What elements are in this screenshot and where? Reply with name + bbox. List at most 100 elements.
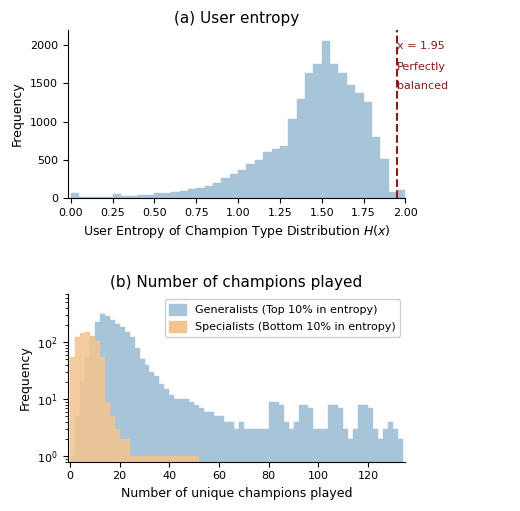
Bar [239, 422, 244, 511]
Bar [288, 119, 296, 198]
Bar [188, 190, 196, 198]
Bar [347, 85, 355, 198]
Bar [383, 429, 388, 511]
Bar [244, 429, 249, 511]
Bar [105, 402, 110, 511]
Bar [314, 64, 322, 198]
Bar [115, 323, 120, 511]
Bar [289, 429, 294, 511]
Bar [254, 429, 259, 511]
Bar [129, 456, 135, 511]
Bar [70, 357, 75, 511]
Bar [71, 193, 79, 198]
Bar [96, 197, 105, 198]
Bar [80, 333, 85, 511]
Bar [75, 416, 80, 511]
Bar [80, 382, 85, 511]
Bar [213, 182, 222, 198]
Bar [105, 316, 110, 511]
Bar [139, 359, 145, 511]
Text: x = 1.95: x = 1.95 [397, 41, 445, 52]
Bar [363, 102, 372, 198]
Bar [339, 408, 343, 511]
Bar [393, 429, 398, 511]
Bar [279, 405, 283, 511]
Bar [115, 429, 120, 511]
Bar [380, 159, 388, 198]
Bar [318, 429, 323, 511]
Bar [229, 422, 234, 511]
Bar [125, 439, 129, 511]
Bar [184, 456, 189, 511]
Bar [222, 178, 230, 198]
Bar [398, 439, 403, 511]
Bar [263, 152, 271, 198]
Bar [170, 394, 174, 511]
Bar [120, 439, 125, 511]
Bar [145, 365, 149, 511]
Bar [110, 320, 115, 511]
Bar [246, 165, 255, 198]
Bar [95, 322, 100, 511]
Bar [171, 192, 179, 198]
Bar [179, 456, 184, 511]
Bar [322, 41, 330, 198]
Bar [343, 429, 348, 511]
Bar [146, 195, 154, 198]
Bar [135, 456, 139, 511]
Bar [85, 332, 90, 511]
Bar [160, 384, 164, 511]
Bar [139, 456, 145, 511]
Bar [145, 456, 149, 511]
Bar [194, 405, 199, 511]
Bar [110, 416, 115, 511]
Bar [269, 402, 274, 511]
Bar [214, 416, 219, 511]
Bar [100, 314, 105, 511]
Bar [125, 332, 129, 511]
Bar [259, 429, 264, 511]
Bar [219, 416, 224, 511]
Bar [339, 73, 347, 198]
Y-axis label: Frequency: Frequency [19, 345, 32, 410]
Bar [79, 197, 87, 198]
Bar [87, 197, 96, 198]
Bar [397, 190, 405, 198]
Bar [314, 429, 318, 511]
Bar [283, 422, 289, 511]
Bar [199, 408, 204, 511]
Bar [164, 456, 170, 511]
Bar [70, 456, 75, 511]
Bar [238, 170, 246, 198]
Bar [305, 73, 314, 198]
Bar [271, 149, 280, 198]
Bar [194, 456, 199, 511]
Bar [333, 405, 339, 511]
Bar [149, 372, 154, 511]
Bar [388, 192, 397, 198]
Title: (a) User entropy: (a) User entropy [174, 11, 299, 26]
Bar [184, 399, 189, 511]
Bar [113, 194, 121, 198]
Bar [304, 405, 308, 511]
Bar [234, 429, 239, 511]
Title: (b) Number of champions played: (b) Number of champions played [110, 275, 362, 290]
Bar [75, 337, 80, 511]
Bar [179, 191, 188, 198]
Bar [135, 347, 139, 511]
Bar [388, 422, 393, 511]
Bar [163, 193, 171, 198]
Bar [189, 456, 194, 511]
Bar [373, 429, 378, 511]
Bar [298, 405, 304, 511]
Bar [196, 188, 205, 198]
Bar [149, 456, 154, 511]
Bar [129, 337, 135, 511]
Bar [154, 193, 163, 198]
X-axis label: Number of unique champions played: Number of unique champions played [121, 487, 352, 500]
Bar [170, 456, 174, 511]
Bar [363, 405, 368, 511]
Bar [154, 376, 160, 511]
Bar [368, 408, 373, 511]
Bar [249, 429, 254, 511]
